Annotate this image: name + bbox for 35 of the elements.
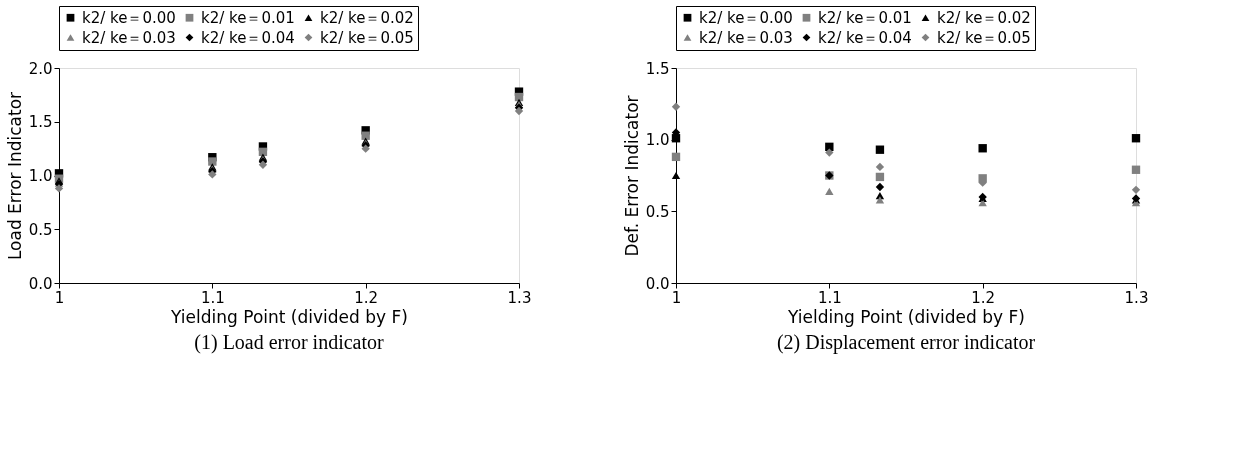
x-tick-label: 1.2 <box>354 288 379 307</box>
legend-label: k2/ ke＝0.04 <box>201 28 295 47</box>
text: (2) Displacement error indicator <box>776 331 1036 354</box>
legend-label: k2/ ke＝0.04 <box>818 28 912 47</box>
legend-label: k2/ ke＝0.05 <box>320 28 414 47</box>
y-tick-label: 0.5 <box>645 202 670 221</box>
legend-label: k2/ ke＝0.01 <box>818 8 912 27</box>
y-tick-label: 1.5 <box>645 59 670 78</box>
legend-label: k2/ ke＝0.02 <box>320 8 414 27</box>
legend-label: k2/ ke＝0.05 <box>937 28 1031 47</box>
x-axis-title: Yielding Point (divided by F) <box>787 306 1025 327</box>
x-tick-label: 1.3 <box>1124 288 1149 307</box>
legend-label: k2/ ke＝0.03 <box>82 28 176 47</box>
y-tick-label: 0.0 <box>645 274 670 293</box>
x-axis-title: Yielding Point (divided by F) <box>170 306 408 327</box>
y-tick-label: 1.0 <box>28 167 53 185</box>
y-tick-label: 1.5 <box>28 113 53 132</box>
x-tick-label: 1.1 <box>200 288 225 307</box>
x-tick-label: 1.3 <box>507 288 532 307</box>
y-axis-title: Def. Error Indicator <box>621 95 642 257</box>
y-tick-label: 2.0 <box>28 59 53 78</box>
text: (1) Load error indicator <box>194 331 385 354</box>
legend-label: k2/ ke＝0.03 <box>699 28 793 47</box>
y-axis-title: Load Error Indicator <box>4 91 25 261</box>
legend-label: k2/ ke＝0.02 <box>937 8 1031 27</box>
legend-label: k2/ ke＝0.00 <box>82 8 176 27</box>
x-tick-label: 1 <box>54 288 65 307</box>
x-tick-label: 1 <box>671 288 682 307</box>
y-tick-label: 1.0 <box>645 131 670 150</box>
legend-label: k2/ ke＝0.01 <box>201 8 295 27</box>
y-tick-label: 0.5 <box>28 220 53 239</box>
x-tick-label: 1.2 <box>971 288 996 307</box>
x-tick-label: 1.1 <box>817 288 842 307</box>
legend-label: k2/ ke＝0.00 <box>699 8 793 27</box>
y-tick-label: 0.0 <box>28 274 53 293</box>
